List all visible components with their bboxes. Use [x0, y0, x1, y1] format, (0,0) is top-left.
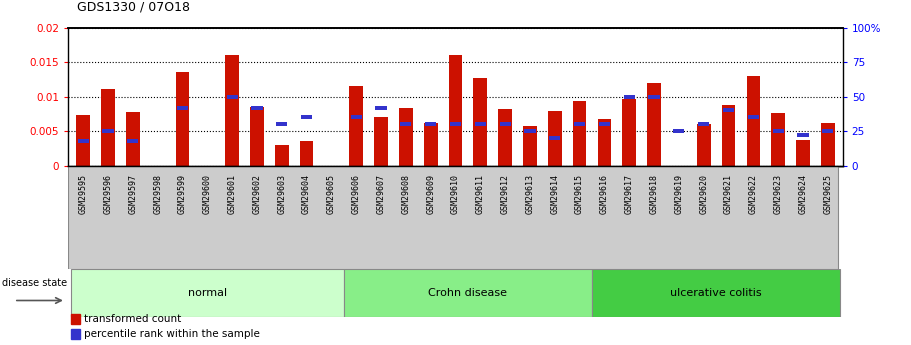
Text: GSM29613: GSM29613: [526, 174, 535, 214]
Bar: [275, 145, 289, 166]
Text: GSM29611: GSM29611: [476, 174, 485, 214]
Text: GSM29616: GSM29616: [600, 174, 609, 214]
Bar: [71, 314, 80, 324]
Text: GSM29605: GSM29605: [327, 174, 336, 214]
Bar: [474, 78, 487, 166]
Bar: [592, 269, 840, 317]
Bar: [400, 122, 412, 126]
Text: ulcerative colitis: ulcerative colitis: [670, 288, 762, 298]
Bar: [598, 119, 611, 166]
Bar: [475, 122, 486, 126]
Text: GSM29596: GSM29596: [104, 174, 113, 214]
Bar: [343, 269, 592, 317]
Bar: [177, 106, 188, 110]
Bar: [227, 95, 238, 99]
Text: disease state: disease state: [3, 278, 67, 288]
Text: GSM29618: GSM29618: [650, 174, 659, 214]
Text: GSM29614: GSM29614: [550, 174, 559, 214]
Text: GSM29623: GSM29623: [773, 174, 783, 214]
Bar: [723, 108, 734, 112]
Bar: [823, 129, 834, 133]
Bar: [821, 123, 834, 166]
Text: GSM29621: GSM29621: [724, 174, 733, 214]
Bar: [797, 133, 809, 137]
Text: GSM29598: GSM29598: [153, 174, 162, 214]
Bar: [647, 83, 660, 166]
Bar: [697, 124, 711, 166]
Bar: [499, 122, 511, 126]
Bar: [399, 108, 413, 166]
Bar: [71, 329, 80, 339]
Bar: [573, 101, 587, 166]
Bar: [102, 129, 114, 133]
Text: GSM29610: GSM29610: [451, 174, 460, 214]
Text: GSM29617: GSM29617: [625, 174, 634, 214]
Bar: [523, 126, 537, 166]
Bar: [772, 113, 785, 166]
Bar: [176, 72, 189, 166]
Text: percentile rank within the sample: percentile rank within the sample: [85, 329, 261, 339]
Bar: [698, 122, 710, 126]
Text: transformed count: transformed count: [85, 314, 181, 324]
Bar: [374, 117, 388, 166]
Text: GSM29595: GSM29595: [78, 174, 87, 214]
Text: GSM29624: GSM29624: [798, 174, 807, 214]
Text: GSM29612: GSM29612: [501, 174, 509, 214]
Text: GSM29615: GSM29615: [575, 174, 584, 214]
Bar: [622, 99, 636, 166]
Bar: [128, 139, 138, 143]
Bar: [624, 95, 635, 99]
Bar: [251, 107, 264, 166]
Text: GSM29619: GSM29619: [674, 174, 683, 214]
Bar: [549, 136, 560, 140]
Bar: [251, 106, 262, 110]
Bar: [748, 115, 759, 119]
Bar: [599, 122, 610, 126]
Bar: [773, 129, 783, 133]
Text: GDS1330 / 07O18: GDS1330 / 07O18: [77, 1, 190, 14]
Bar: [350, 86, 363, 166]
Bar: [375, 106, 386, 110]
Bar: [276, 122, 287, 126]
Bar: [450, 122, 461, 126]
Bar: [77, 139, 88, 143]
Bar: [796, 140, 810, 166]
Bar: [574, 122, 585, 126]
Bar: [77, 115, 90, 166]
Text: GSM29603: GSM29603: [277, 174, 286, 214]
Bar: [300, 141, 313, 166]
Bar: [425, 122, 436, 126]
Bar: [351, 115, 362, 119]
Bar: [301, 115, 312, 119]
Bar: [449, 55, 462, 166]
Text: GSM29622: GSM29622: [749, 174, 758, 214]
Bar: [498, 109, 512, 166]
Bar: [101, 89, 115, 166]
Bar: [548, 111, 561, 166]
Text: Crohn disease: Crohn disease: [428, 288, 507, 298]
Text: GSM29602: GSM29602: [252, 174, 261, 214]
Text: GSM29604: GSM29604: [302, 174, 311, 214]
Text: normal: normal: [188, 288, 227, 298]
Bar: [746, 76, 760, 166]
Bar: [225, 55, 239, 166]
Bar: [722, 105, 735, 166]
Text: GSM29600: GSM29600: [203, 174, 212, 214]
Text: GSM29597: GSM29597: [128, 174, 138, 214]
Bar: [424, 123, 437, 166]
Text: GSM29625: GSM29625: [824, 174, 833, 214]
Bar: [71, 269, 343, 317]
Bar: [649, 95, 660, 99]
Text: GSM29620: GSM29620: [699, 174, 708, 214]
Bar: [673, 129, 684, 133]
Text: GSM29601: GSM29601: [228, 174, 237, 214]
Text: GSM29608: GSM29608: [402, 174, 410, 214]
Text: GSM29609: GSM29609: [426, 174, 435, 214]
Bar: [525, 129, 536, 133]
Text: GSM29599: GSM29599: [178, 174, 187, 214]
Text: GSM29607: GSM29607: [376, 174, 385, 214]
Bar: [126, 112, 139, 166]
Text: GSM29606: GSM29606: [352, 174, 361, 214]
